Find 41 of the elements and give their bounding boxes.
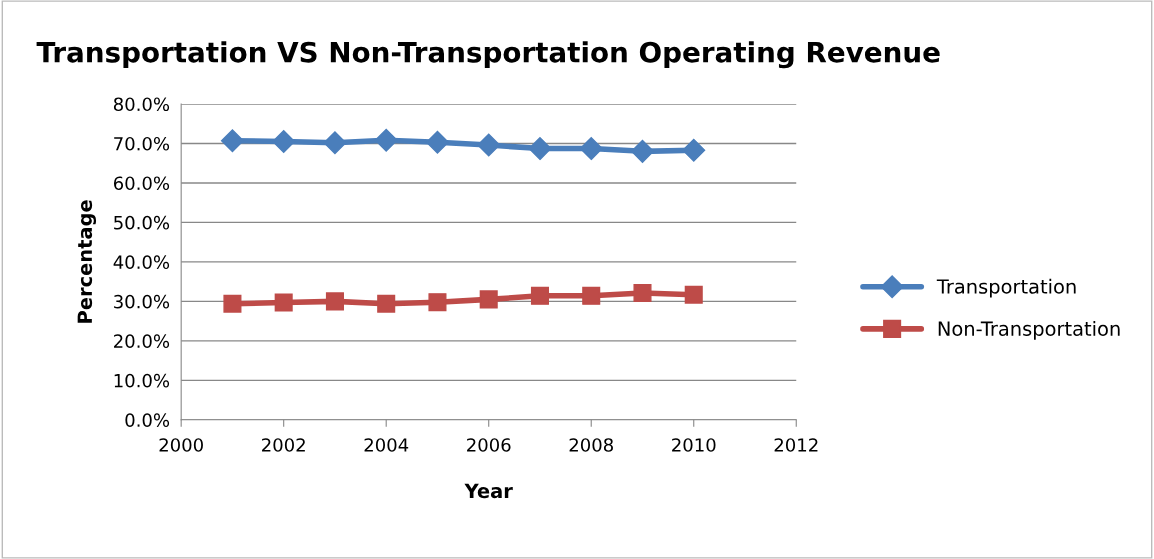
y-tick-label: 20.0%	[114, 334, 170, 348]
y-tick-label: 30.0%	[114, 294, 170, 309]
point	[425, 130, 449, 154]
legend-label: Transportation	[936, 278, 1076, 298]
x-tick-label: 2010	[672, 438, 716, 452]
point	[530, 286, 550, 305]
point	[323, 131, 347, 155]
point	[528, 137, 552, 161]
point	[630, 139, 654, 163]
point	[377, 294, 396, 313]
y-tick-label: 70.0%	[114, 136, 170, 151]
point	[682, 138, 706, 162]
x-tick-label: 2000	[159, 438, 203, 452]
point	[684, 285, 703, 304]
point	[479, 290, 498, 309]
y-tick-label: 10.0%	[114, 373, 170, 388]
y-axis-title: Percentage	[77, 200, 97, 323]
point	[428, 293, 447, 312]
x-tick-label: 2002	[262, 438, 305, 452]
point	[579, 137, 603, 161]
x-axis-title: Year	[464, 483, 513, 499]
point	[272, 129, 296, 153]
x-tick-label: 2012	[774, 438, 818, 452]
y-tick-label: 0.0%	[125, 413, 170, 427]
x-tick-label: 2008	[569, 438, 613, 452]
y-tick-label: 80.0%	[113, 97, 170, 112]
point	[374, 128, 398, 152]
point	[477, 133, 501, 157]
point	[274, 293, 293, 312]
chart-title: Transportation VS Non-Transportation Operating Revenue	[36, 41, 940, 69]
x-tick-label: 2004	[364, 438, 409, 452]
point	[325, 292, 344, 311]
point	[633, 284, 652, 303]
point	[582, 286, 601, 305]
legend-label: Non-Transportation	[938, 320, 1120, 340]
y-tick-label: 60.0%	[113, 176, 170, 191]
point	[223, 294, 242, 313]
y-tick-label: 40.0%	[113, 255, 170, 270]
y-tick-label: 50.0%	[114, 215, 170, 230]
x-tick-label: 2006	[467, 438, 511, 452]
point	[220, 129, 244, 153]
